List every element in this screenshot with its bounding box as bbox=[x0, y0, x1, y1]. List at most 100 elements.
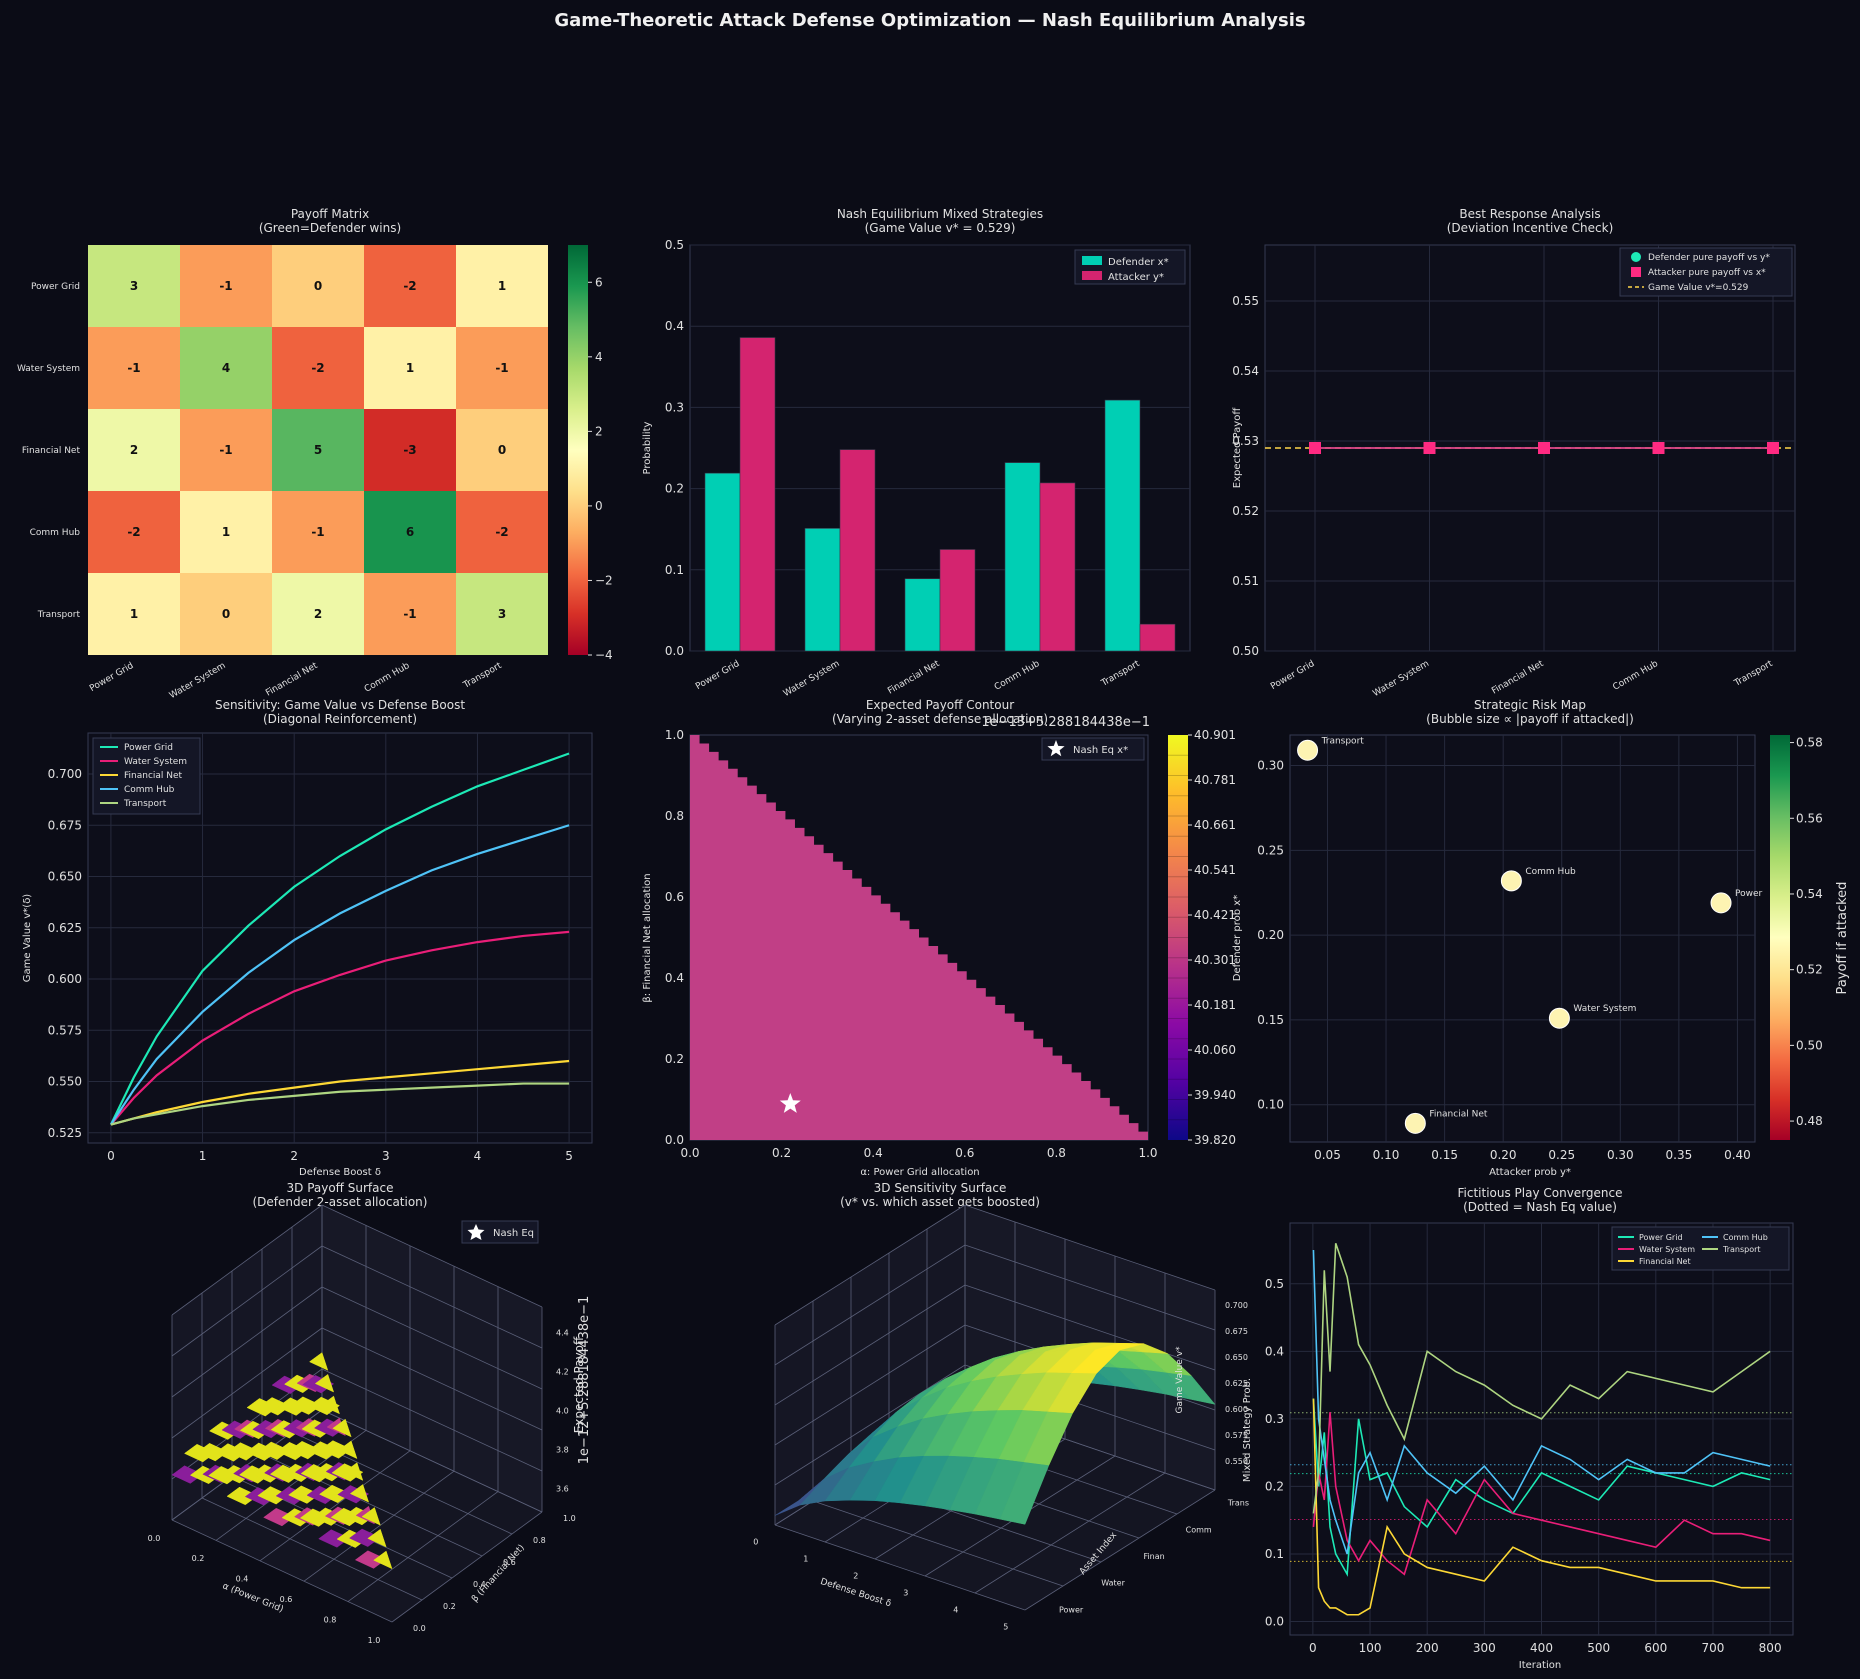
heatmap-cell bbox=[88, 573, 180, 655]
colorbar-tick-label: 40.060 bbox=[1194, 1043, 1236, 1057]
colorbar-tick-label: 39.940 bbox=[1194, 1088, 1236, 1102]
offset-label: 1e−12+5.288184438e−1 bbox=[577, 1296, 592, 1465]
chart-title: (Deviation Incentive Check) bbox=[1447, 221, 1614, 235]
legend-label: Financial Net bbox=[1639, 1257, 1691, 1266]
heatmap-cell bbox=[364, 245, 456, 327]
cell-label: 1 bbox=[222, 525, 230, 539]
cell-label: 3 bbox=[130, 279, 138, 293]
colorbar-tick-label: 0.48 bbox=[1796, 1114, 1823, 1128]
x-axis-label: Iteration bbox=[1519, 1660, 1561, 1671]
x-tick-label: 4 bbox=[474, 1149, 482, 1163]
y-tick-label: 0.20 bbox=[1257, 928, 1284, 942]
x-tick-label: 4 bbox=[953, 1606, 958, 1615]
y-tick-label: 0.8 bbox=[665, 809, 684, 823]
heatmap-cell bbox=[180, 245, 272, 327]
colorbar-tick-label: 40.541 bbox=[1194, 863, 1236, 877]
y-tick-label: 0.0 bbox=[665, 1133, 684, 1147]
legend-marker bbox=[1631, 252, 1641, 262]
bar-defender bbox=[904, 578, 941, 652]
y-tick-label: 0.55 bbox=[1232, 294, 1259, 308]
cell-label: 2 bbox=[130, 443, 138, 457]
colorbar-tick-label: 0.50 bbox=[1796, 1038, 1823, 1052]
z-tick-label: 0.575 bbox=[1225, 1431, 1248, 1440]
sensitivity-chart: Sensitivity: Game Value vs Defense Boost… bbox=[22, 698, 593, 1178]
surface-patch bbox=[349, 1484, 370, 1503]
contour-fill bbox=[690, 735, 1148, 1140]
sensitivity-surface-3d-chart: 3D Sensitivity Surface(v* vs. which asse… bbox=[753, 1181, 1249, 1632]
x-tick-label: 2 bbox=[290, 1149, 298, 1163]
x-tick-label: 0.40 bbox=[1724, 1148, 1751, 1162]
z-tick-label: 0.675 bbox=[1225, 1327, 1248, 1336]
chart-title: (Green=Defender wins) bbox=[259, 221, 401, 235]
x-tick-label: 0.05 bbox=[1314, 1148, 1341, 1162]
payoff-matrix-chart: Payoff Matrix(Green=Defender wins) 3 -1 0 -2… bbox=[17, 207, 613, 701]
legend-label: Water System bbox=[1639, 1245, 1695, 1254]
z-tick-label: 0.700 bbox=[1225, 1301, 1248, 1310]
x-tick-label: 100 bbox=[1359, 1641, 1382, 1655]
risk-map-chart: Strategic Risk Map(Bubble size ∝ |payoff… bbox=[1232, 698, 1850, 1178]
legend-label: Comm Hub bbox=[1723, 1233, 1768, 1242]
nash-strategies-chart: Nash Equilibrium Mixed Strategies(Game V… bbox=[642, 207, 1191, 699]
y-tick-label: 0.6 bbox=[503, 1558, 516, 1567]
colorbar-tick-label: 0.56 bbox=[1796, 811, 1823, 825]
cell-label: 5 bbox=[314, 443, 322, 457]
y-tick-label: 0.0 bbox=[665, 644, 684, 658]
chart-title: (Dotted = Nash Eq value) bbox=[1463, 1200, 1617, 1214]
colorbar-tick-label: 39.820 bbox=[1194, 1133, 1236, 1147]
x-tick-label: 500 bbox=[1587, 1641, 1610, 1655]
chart-title: Strategic Risk Map bbox=[1474, 698, 1586, 712]
chart-title: Best Response Analysis bbox=[1459, 207, 1600, 221]
y-tick-label: 0.650 bbox=[48, 870, 82, 884]
x-tick-label: 0.0 bbox=[680, 1146, 699, 1160]
chart-title: (v* vs. which asset gets boosted) bbox=[840, 1195, 1040, 1209]
chart-title: (Varying 2-asset defense allocation) bbox=[832, 712, 1048, 726]
cell-label: 6 bbox=[406, 525, 414, 539]
heatmap-cell bbox=[180, 573, 272, 655]
legend-label: Transport bbox=[123, 799, 167, 809]
x-tick-label: 600 bbox=[1644, 1641, 1667, 1655]
grid-line bbox=[774, 1284, 966, 1406]
x-tick-label: 0.6 bbox=[280, 1595, 293, 1604]
grid-line bbox=[171, 1327, 323, 1439]
y-tick-label: 0.675 bbox=[48, 818, 82, 832]
bubble-label: Financial Net bbox=[1429, 1109, 1488, 1119]
colorbar-tick-label: 40.781 bbox=[1194, 773, 1236, 787]
x-tick-label: 0 bbox=[1309, 1641, 1317, 1655]
y-tick-label: 0.52 bbox=[1232, 504, 1259, 518]
chart-title: 3D Sensitivity Surface bbox=[874, 1181, 1007, 1195]
z-tick-label: 4.2 bbox=[556, 1368, 569, 1377]
heatmap-cell bbox=[364, 491, 456, 573]
attacker-point bbox=[1309, 442, 1321, 454]
x-tick-label: 1.0 bbox=[1138, 1146, 1157, 1160]
bar-attacker bbox=[1139, 623, 1176, 652]
legend-label: Attacker pure payoff vs x* bbox=[1648, 268, 1766, 278]
chart-title: Sensitivity: Game Value vs Defense Boost bbox=[215, 698, 465, 712]
cell-label: 4 bbox=[222, 361, 230, 375]
y-tick-label: 0.600 bbox=[48, 972, 82, 986]
y-tick-label: 0.4 bbox=[665, 971, 684, 985]
grid-line bbox=[321, 1286, 543, 1390]
row-tick-label: Financial Net bbox=[22, 446, 81, 456]
y-axis-label: Expected Payoff bbox=[1232, 407, 1243, 489]
legend-marker bbox=[1631, 267, 1641, 277]
legend-label: Financial Net bbox=[124, 771, 183, 781]
surface-patch bbox=[373, 1550, 393, 1570]
best-response-chart: Best Response Analysis(Deviation Incenti… bbox=[1232, 207, 1796, 699]
y-tick-label: 0.8 bbox=[533, 1536, 546, 1545]
fictitious-play-chart: Fictitious Play Convergence(Dotted = Nas… bbox=[1242, 1186, 1794, 1671]
y-tick-label: 0.0 bbox=[413, 1624, 426, 1633]
y-tick-label: 0.1 bbox=[665, 563, 684, 577]
bar-defender bbox=[1004, 462, 1041, 652]
z-tick-label: 3.6 bbox=[556, 1484, 569, 1493]
grid-line bbox=[321, 1327, 543, 1431]
heatmap-cell bbox=[364, 327, 456, 409]
y-tick-label: 0.700 bbox=[48, 767, 82, 781]
row-tick-label: Water System bbox=[17, 364, 80, 374]
grid-line bbox=[964, 1244, 1216, 1331]
bar-defender bbox=[704, 472, 741, 652]
z-tick-label: 0.600 bbox=[1225, 1405, 1248, 1414]
surface-patch bbox=[314, 1373, 335, 1393]
y-tick-label: Comm bbox=[1186, 1525, 1212, 1534]
series-line bbox=[1312, 1249, 1771, 1555]
bar-attacker bbox=[1039, 482, 1076, 652]
